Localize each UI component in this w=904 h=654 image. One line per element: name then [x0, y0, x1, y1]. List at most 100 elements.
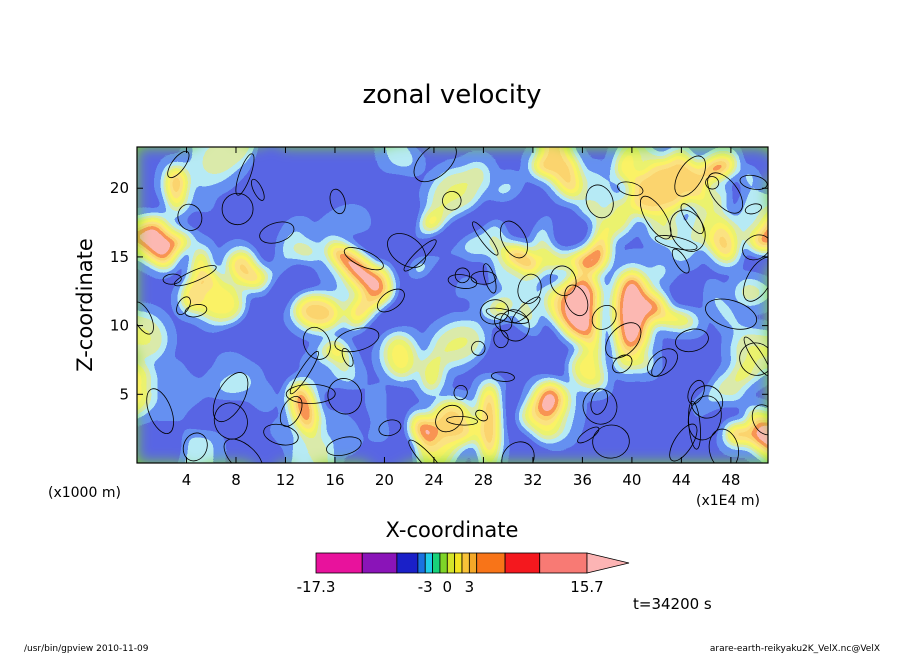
colorbar-segment — [361, 552, 398, 574]
field-cell — [168, 242, 198, 284]
y-tick-label: 5 — [119, 385, 129, 403]
x-tick-label: 16 — [325, 471, 344, 489]
contour — [669, 423, 698, 462]
colorbar: -17.3 -3 0 3 15.7 — [297, 552, 630, 596]
contour — [285, 384, 336, 404]
field-cell — [559, 275, 602, 339]
colorbar-segment — [504, 552, 541, 574]
colorbar-tick-label: -17.3 — [297, 578, 336, 596]
colorbar-tick-label: 3 — [465, 578, 475, 596]
contour — [326, 436, 362, 456]
contour — [680, 203, 704, 234]
field-cell — [248, 442, 283, 463]
contour — [327, 378, 363, 415]
field-cell — [250, 384, 277, 407]
contour — [334, 327, 380, 353]
contour — [137, 301, 154, 335]
contour — [435, 404, 464, 433]
y-tick-label: 15 — [110, 248, 129, 266]
colorbar-segment — [439, 552, 448, 574]
contour — [177, 203, 203, 231]
contour — [376, 288, 405, 313]
colorbar-segment — [417, 552, 426, 574]
y-axis-label: Z-coordinate — [73, 238, 97, 372]
contour — [235, 153, 255, 196]
contour — [453, 384, 468, 401]
field-cell — [294, 294, 341, 329]
field-feature — [353, 253, 466, 343]
contour — [651, 356, 667, 377]
field-cell — [462, 162, 489, 193]
x-unit-right: (x1E4 m) — [696, 493, 760, 509]
x-tick-label: 44 — [672, 471, 691, 489]
colorbar-segment — [454, 552, 463, 574]
field-feature — [410, 199, 507, 260]
contour — [341, 347, 354, 367]
contour — [605, 322, 642, 359]
field-cell — [463, 288, 477, 315]
contour — [511, 296, 541, 324]
colorbar-segment — [461, 552, 470, 574]
y-axis: 5 10 15 20 — [110, 179, 768, 403]
time-label: t=34200 s — [633, 595, 712, 613]
field-cell — [637, 403, 691, 432]
x-tick-label: 40 — [622, 471, 641, 489]
x-tick-label: 32 — [523, 471, 542, 489]
x-tick-label: 4 — [182, 471, 192, 489]
field-cell — [584, 167, 617, 223]
footer-right: arare-earth-reikyaku2K_VelX.nc@VelX — [710, 644, 880, 654]
x-tick-label: 20 — [375, 471, 394, 489]
contour — [472, 221, 499, 256]
field-cell — [383, 334, 417, 379]
colorbar-tick-label: 15.7 — [570, 578, 603, 596]
field-cell — [204, 147, 253, 172]
contour — [590, 388, 609, 415]
contour — [493, 330, 509, 349]
colorbar-segment — [424, 552, 433, 574]
contour — [223, 438, 264, 463]
field-cell — [383, 386, 413, 449]
colorbar-segment — [539, 552, 588, 574]
footer-left: /usr/bin/gpview 2010-11-09 — [24, 644, 149, 654]
x-unit-left: (x1000 m) — [48, 485, 121, 501]
contour — [378, 419, 402, 437]
colorbar-tick-label: -3 — [418, 578, 433, 596]
field-feature — [613, 271, 650, 352]
field-cell — [137, 314, 166, 360]
velocity-field — [137, 147, 768, 463]
field-cell — [705, 285, 747, 339]
field-cell — [248, 220, 281, 273]
field-cell — [608, 379, 652, 421]
contour — [647, 348, 678, 377]
field-cell — [647, 295, 666, 315]
contour — [289, 350, 319, 395]
x-axis-label: X-coordinate — [386, 518, 519, 542]
field-cell — [266, 223, 306, 281]
contour — [470, 270, 497, 285]
x-tick-label: 8 — [231, 471, 241, 489]
contour — [743, 336, 768, 377]
contour — [471, 340, 486, 356]
contour — [173, 265, 217, 287]
contour — [387, 233, 426, 268]
field-cell — [648, 211, 681, 244]
contour — [739, 174, 768, 190]
field-feature — [598, 289, 617, 390]
x-tick-label: 48 — [721, 471, 740, 489]
field-cell — [290, 382, 318, 434]
field-cell — [727, 424, 747, 444]
x-tick-label: 24 — [424, 471, 443, 489]
field-cell — [432, 401, 479, 443]
field-cell — [193, 279, 244, 323]
contour — [408, 439, 446, 463]
field-cell — [180, 183, 210, 212]
x-tick-label: 12 — [276, 471, 295, 489]
contour — [654, 235, 698, 251]
contour — [499, 309, 530, 342]
contour — [251, 178, 265, 201]
contour — [501, 441, 535, 463]
field-cell — [735, 280, 765, 305]
contour — [690, 385, 724, 419]
field-cell — [542, 147, 582, 199]
field-cell — [312, 210, 365, 257]
